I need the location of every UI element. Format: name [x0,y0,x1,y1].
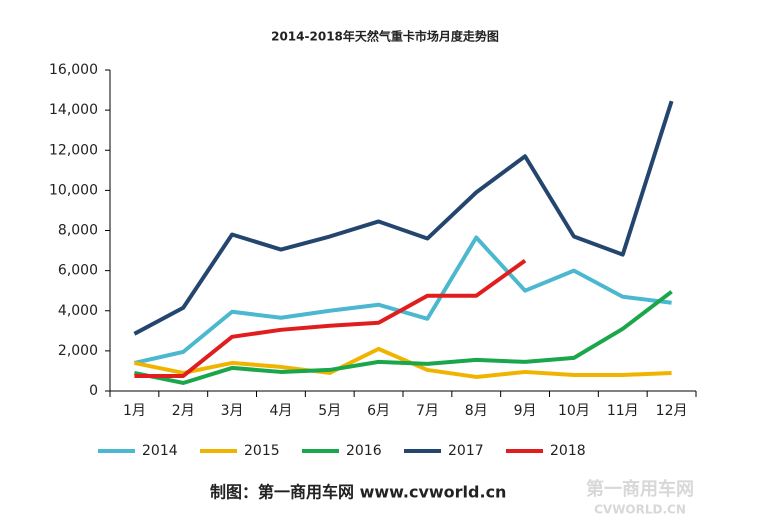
series-line [133,100,674,336]
x-tick-label: 6月 [367,403,390,419]
y-tick-label: 16,000 [49,62,98,78]
footer: 制图：第一商用车网 www.cvworld.cn [210,483,506,502]
legend-label: 2014 [142,443,178,459]
y-tick-label: 12,000 [49,142,98,158]
series-line [134,290,673,385]
y-tick-label: 4,000 [58,303,98,319]
series-line [134,258,527,378]
series-line [134,346,672,379]
watermark: 第一商用车网 [586,478,694,500]
x-tick-label: 4月 [269,403,292,419]
chart-title: 2014-2018年天然气重卡市场月度走势图 [271,29,499,44]
x-tick-label: 1月 [123,403,146,419]
y-tick-label: 0 [89,383,98,399]
series-line [133,235,672,365]
watermark: CVWORLD.CN [594,503,686,517]
y-tick-label: 8,000 [58,223,98,239]
y-tick-label: 2,000 [58,343,98,359]
legend-label: 2016 [346,443,382,459]
y-tick-label: 6,000 [58,263,98,279]
x-tick-label: 3月 [221,403,244,419]
y-tick-label: 14,000 [49,102,98,118]
legend-label: 2018 [550,443,586,459]
x-tick-label: 12月 [656,403,688,419]
legend-label: 2017 [448,443,484,459]
y-tick-label: 10,000 [49,182,98,198]
x-tick-label: 11月 [607,403,639,419]
x-tick-label: 7月 [416,403,439,419]
x-tick-label: 5月 [318,403,341,419]
legend-label: 2015 [244,443,280,459]
x-tick-label: 9月 [514,403,537,419]
x-tick-label: 10月 [558,403,590,419]
x-tick-label: 2月 [172,403,195,419]
x-tick-label: 8月 [465,403,488,419]
